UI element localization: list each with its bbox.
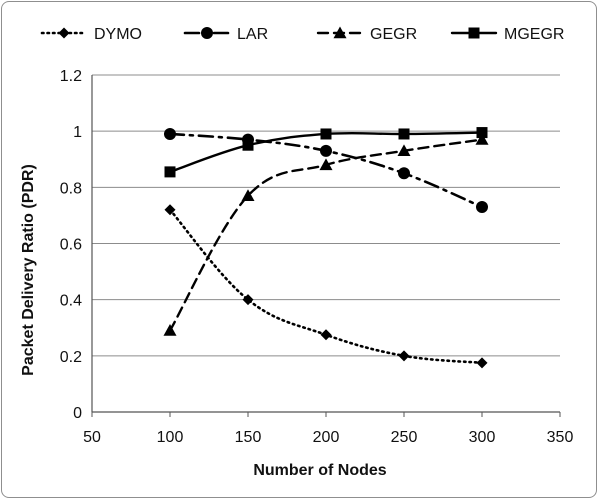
- data-point-lar: [398, 167, 410, 180]
- data-point-gegr: [397, 144, 411, 157]
- x-axis-title: Number of Nodes: [253, 462, 386, 479]
- y-tick-label: 0.4: [60, 293, 82, 310]
- y-tick-label: 1.2: [60, 68, 82, 85]
- x-tick-label: 50: [83, 429, 101, 446]
- data-point-lar: [320, 144, 332, 157]
- data-point-dymo: [476, 357, 488, 369]
- x-tick-label: 150: [235, 429, 262, 446]
- legend-swatch-marker: [333, 26, 347, 39]
- data-point-dymo: [242, 294, 254, 306]
- y-tick-label: 0.6: [60, 237, 82, 254]
- data-point-gegr: [241, 189, 255, 201]
- series-markers: [163, 127, 489, 369]
- legend-item-dymo: DYMO: [40, 26, 142, 43]
- data-point-dymo: [320, 329, 332, 341]
- y-tick-label: 0.2: [60, 349, 82, 366]
- data-point-gegr: [163, 324, 177, 336]
- data-point-mgegr: [320, 128, 332, 140]
- data-point-gegr: [475, 133, 489, 145]
- data-point-mgegr: [476, 127, 488, 139]
- data-point-dymo: [398, 350, 410, 362]
- data-point-dymo: [164, 204, 176, 216]
- x-tick-label: 350: [547, 429, 574, 446]
- legend-label: DYMO: [94, 26, 142, 43]
- y-tick-labels: 0 0.2 0.4 0.6 0.8 1 1.2: [60, 68, 82, 422]
- x-tick-labels: 50 100 150 200 250 300 350: [83, 429, 573, 446]
- series-line-gegr: [168, 138, 484, 332]
- y-axis-title: Packet Delivery Ratio (PDR): [20, 164, 37, 376]
- data-point-mgegr: [398, 128, 410, 140]
- y-tick-label: 0.8: [60, 180, 82, 197]
- legend-item-mgegr: MGEGR: [450, 26, 564, 43]
- legend-label: GEGR: [370, 26, 417, 43]
- data-point-gegr: [319, 158, 333, 171]
- legend: DYMO LAR GEGR MGEGR: [40, 26, 564, 43]
- legend-item-lar: LAR: [183, 26, 268, 43]
- legend-label: MGEGR: [504, 26, 564, 43]
- x-tick-label: 100: [157, 429, 184, 446]
- axes: [91, 75, 561, 417]
- gridlines: [92, 74, 560, 357]
- legend-swatch-marker: [58, 27, 70, 39]
- data-point-lar: [476, 200, 488, 213]
- y-tick-label: 1: [73, 124, 82, 141]
- data-point-lar: [164, 127, 176, 140]
- x-tick-label: 250: [391, 429, 418, 446]
- series-line-dymo: [168, 208, 484, 365]
- legend-item-gegr: GEGR: [316, 26, 417, 43]
- legend-swatch-marker: [201, 27, 213, 39]
- y-tick-label: 0: [73, 405, 82, 422]
- legend-label: LAR: [237, 26, 268, 43]
- x-tick-label: 200: [313, 429, 340, 446]
- data-point-mgegr: [242, 139, 254, 151]
- data-point-mgegr: [164, 166, 176, 178]
- x-tick-label: 300: [469, 429, 496, 446]
- legend-swatch-marker: [468, 27, 480, 39]
